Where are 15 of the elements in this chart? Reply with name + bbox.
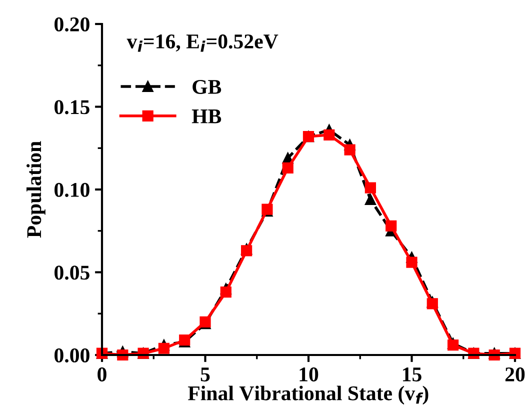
x-tick-label: 15 (403, 368, 422, 382)
y-tick-label: 0.05 (54, 266, 90, 280)
annotation: v$_{i}$=16, E$_{i}$=0.52eV (126, 34, 278, 52)
y-tick-label: 0.00 (54, 348, 90, 363)
legend-label: HB (192, 110, 222, 124)
x-tick-label: 20 (505, 367, 525, 382)
x-tick-label: 10 (300, 367, 318, 382)
legend-label: GB (192, 80, 222, 94)
x-tick-label: 0 (98, 367, 106, 382)
y-tick-label: 0.15 (54, 100, 90, 114)
x-axis-title: Final Vibrational State (v$_{f}$) (188, 386, 428, 405)
y-tick-label: 0.20 (54, 17, 90, 32)
x-tick-label: 5 (200, 368, 210, 382)
y-tick-label: 0.10 (54, 182, 90, 198)
y-axis-title: Population (26, 141, 46, 238)
